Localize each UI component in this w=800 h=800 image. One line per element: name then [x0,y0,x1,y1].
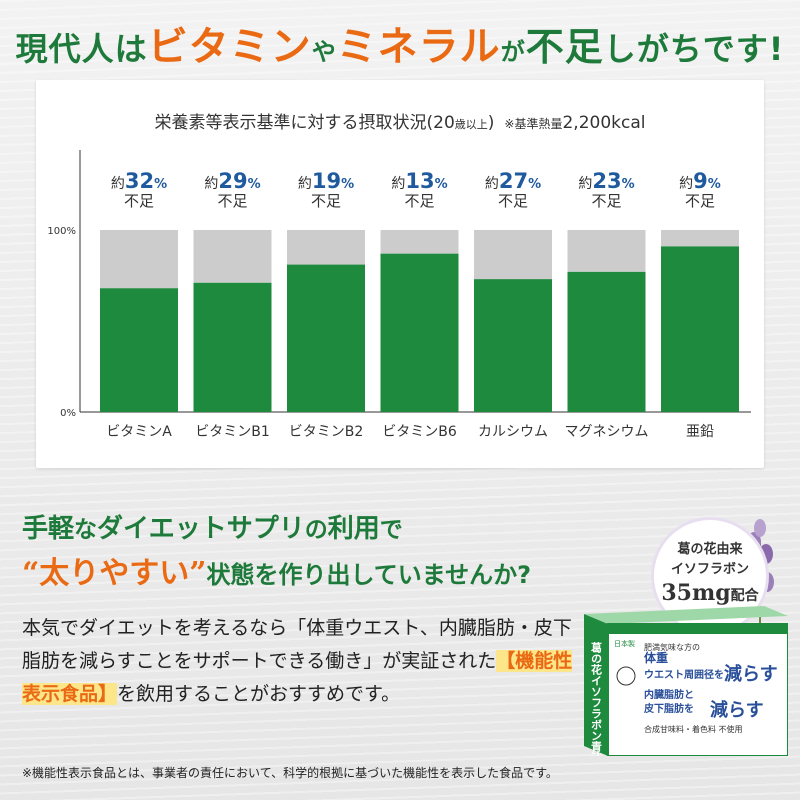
chart-title: 栄養素等表示基準に対する摂取状況(20歳以上) ※基準熱量2,200kcal [36,108,764,133]
headline-ga: が [500,38,526,66]
badge-amount-value: 35mg [661,580,731,606]
shortfall-word: 不足 [217,192,247,210]
sub1-b: な [74,517,98,543]
subheading-2: “太りやすい”状態を作り出していませんか? [22,548,531,592]
sub1-d: の [304,517,328,543]
category-label: ビタミンB2 [289,424,364,440]
headline-tail: しがちです! [603,30,785,68]
product-box-spine [584,614,608,756]
product-claim-reduce-2: 減らす [710,699,764,721]
product-box-band [608,624,788,634]
badge-line1: 葛の花由来 [677,542,743,557]
bar-intake [100,288,178,412]
product-box: 葛の花イソフラボン青汁 日本製 肥満気味な方の 体重 ウエスト周囲径を 減らす … [584,606,788,756]
bar-shortfall [193,230,272,283]
chart-title-main: 栄養素等表示基準に対する摂取状況(20 [154,113,455,133]
chart-note-prefix: ※基準熱量 [504,117,563,131]
headline-fusoku: 不足 [525,25,604,69]
product-claim3: ウエスト周囲径を [644,668,724,681]
subheading-1: 手軽なダイエットサプリの利用で [22,508,403,545]
chart-note-value: 2,200kcal [562,113,646,133]
badge-line2: イソフラボン [670,562,749,577]
chart-panel: 栄養素等表示基準に対する摂取状況(20歳以上) ※基準熱量2,200kcal 0%… [36,80,764,468]
body-p2: を飲用することがおすすめです。 [117,683,401,705]
sub1-c: ダイエットサプリ [97,514,305,544]
product-claim6: 合成甘味料・着色料 不使用 [644,724,743,734]
product-label-top: 日本製 [614,639,635,648]
bar-shortfall [567,230,646,272]
chart-title-age: 歳以上 [454,118,488,131]
shortfall-label: 約19% [298,169,354,193]
footnote: ※機能性表示食品とは、事業者の責任において、科学的根拠に基づいた機能性を表示した… [22,766,558,780]
y-tick-label: 0% [60,408,76,419]
sub1-a: 手軽 [22,514,75,544]
bar-shortfall [474,230,552,280]
product-spine-text: 葛の花イソフラボン青汁 [590,641,604,756]
bar-intake [474,279,552,412]
shortfall-word: 不足 [498,192,528,210]
body-text: 本気でダイエットを考えるなら「体重ウエスト、内臓脂肪・皮下脂肪を減らすことをサポ… [22,612,582,711]
molecule-icon [616,666,636,686]
bar-shortfall [100,230,178,289]
y-tick-label: 100% [47,226,76,237]
product-claim1: 肥満気味な方の [644,642,700,652]
chart-title-close: ) [487,113,495,133]
stacked-bar-chart: 0%100%約32%不足ビタミンA約29%不足ビタミンB1約19%不足ビタミンB… [47,150,751,440]
category-label: カルシウム [478,424,548,440]
sub2-quote: “太りやすい” [22,556,207,591]
shortfall-label: 約27% [485,169,541,193]
shortfall-word: 不足 [685,192,715,210]
shortfall-word: 不足 [311,192,341,210]
headline-mineral: ミネラル [336,24,501,70]
shortfall-label: 約9% [679,169,721,193]
bar-shortfall [380,230,459,254]
headline-vitamin: ビタミン [147,24,312,70]
body-p1: 本気でダイエットを考えるなら「体重ウエスト、内臓脂肪・皮下脂肪を減らすことをサポ… [22,617,572,672]
category-label: マグネシウム [565,424,649,440]
product-claim2: 体重 [644,650,668,665]
product-claim5: 皮下脂肪を [643,702,694,715]
category-label: ビタミンB1 [195,424,270,440]
shortfall-label: 約13% [391,169,447,193]
bar-intake [661,246,739,412]
headline: 現代人はビタミンやミネラルが不足しがちです! [0,14,800,72]
shortfall-label: 約32% [111,169,167,193]
shortfall-label: 約29% [204,169,260,193]
shortfall-word: 不足 [591,192,621,210]
product-box-front [607,623,788,756]
badge-amount: 35mg配合 [654,580,766,606]
product-claim4: 内臓脂肪と [644,688,694,701]
bar-shortfall [287,230,365,265]
sub1-e: 利用 [327,514,380,544]
product-claim-reduce-1: 減らす [724,663,778,685]
bar-intake [380,253,459,412]
headline-part1: 現代人は [15,30,148,68]
badge-suffix: 配合 [730,588,759,604]
sub2-rest: 状態を作り出していませんか? [206,561,531,589]
product-box-top [584,606,788,624]
bar-intake [193,282,272,412]
shortfall-word: 不足 [404,192,434,210]
headline-ya: や [311,38,337,66]
shortfall-word: 不足 [124,192,154,210]
bar-intake [287,264,365,412]
sub1-f: で [379,517,403,543]
category-label: 亜鉛 [686,424,714,440]
bar-intake [567,271,646,412]
bar-shortfall [661,230,739,247]
category-label: ビタミンB6 [382,424,457,440]
category-label: ビタミンA [106,424,172,440]
shortfall-label: 約23% [578,169,634,193]
